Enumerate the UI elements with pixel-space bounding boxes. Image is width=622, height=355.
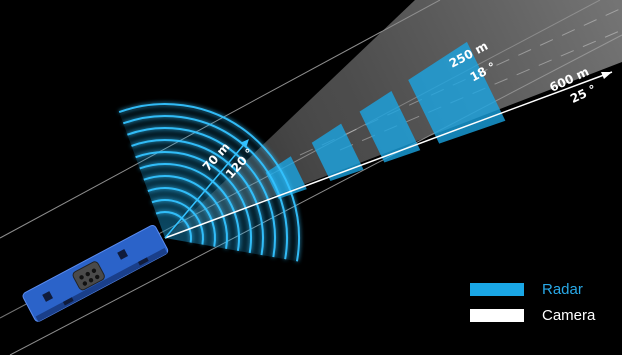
camera-swatch [470, 308, 524, 322]
vehicle [22, 224, 169, 322]
radar-segment [359, 90, 421, 163]
legend-item-radar: Radar [470, 278, 610, 300]
radar-arc [118, 103, 300, 262]
legend: Radar Camera [470, 278, 610, 330]
legend-label-radar: Radar [542, 280, 583, 298]
radar-segment [311, 123, 364, 182]
range-arrows [164, 71, 613, 239]
radar-swatch [470, 282, 524, 296]
legend-label-camera: Camera [542, 306, 596, 324]
radar-segment [408, 41, 506, 144]
legend-item-camera: Camera [470, 304, 610, 326]
